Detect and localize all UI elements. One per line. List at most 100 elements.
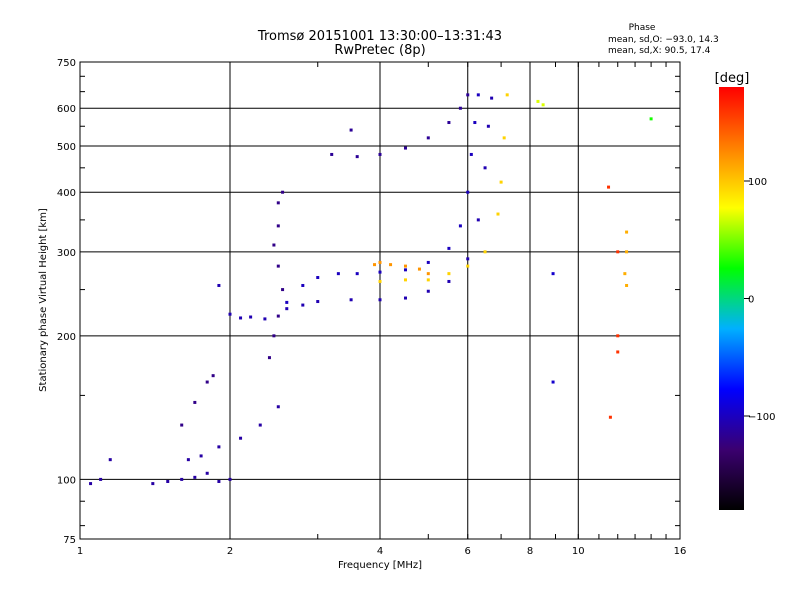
- x-axis-ticks: 1 2 4 6 8 10 16: [77, 62, 687, 557]
- data-point: [473, 121, 477, 125]
- data-point: [258, 423, 262, 427]
- data-point: [378, 152, 382, 156]
- data-point: [211, 374, 215, 378]
- y-tick-label: 750: [57, 58, 76, 69]
- data-point: [166, 479, 170, 483]
- data-point: [355, 272, 359, 276]
- y-tick-label: 75: [63, 535, 76, 546]
- data-point: [228, 477, 232, 481]
- data-point: [476, 93, 480, 97]
- data-point: [336, 272, 340, 276]
- data-point: [217, 479, 221, 483]
- data-point: [193, 400, 197, 404]
- data-point: [649, 117, 653, 121]
- data-point: [426, 289, 430, 293]
- data-point: [228, 312, 232, 316]
- data-point: [490, 96, 494, 100]
- data-point: [403, 264, 407, 268]
- data-point: [417, 267, 421, 271]
- data-point: [285, 307, 289, 311]
- data-point: [458, 106, 462, 110]
- data-point: [426, 278, 430, 282]
- data-point: [349, 128, 353, 132]
- data-point: [199, 454, 203, 458]
- data-point: [403, 146, 407, 150]
- x-tick-label: 8: [527, 546, 533, 557]
- data-point: [625, 250, 629, 254]
- data-point: [403, 268, 407, 272]
- data-point: [505, 93, 509, 97]
- colorbar: [719, 87, 744, 510]
- data-point: [551, 272, 555, 276]
- data-point: [276, 314, 280, 318]
- data-point: [426, 136, 430, 140]
- data-point: [180, 477, 184, 481]
- phase-stats-o: mean, sd,O: −93.0, 14.3: [608, 35, 719, 45]
- data-point: [447, 121, 451, 125]
- colorbar-ticks: 100 0 −100: [744, 177, 775, 423]
- y-tick-label: 600: [57, 104, 76, 115]
- data-point: [378, 279, 382, 283]
- chart-subtitle: RwPretec (8p): [334, 43, 425, 58]
- data-point: [466, 190, 470, 194]
- data-point: [541, 103, 545, 107]
- data-point: [301, 283, 305, 287]
- data-point: [499, 180, 503, 184]
- chart-title: Tromsø 20151001 13:30:00–13:31:43: [257, 29, 502, 44]
- phase-stats-x: mean, sd,X: 90.5, 17.4: [608, 46, 711, 56]
- colorbar-tick-label: −100: [748, 412, 775, 423]
- data-point: [623, 272, 627, 276]
- data-point: [276, 264, 280, 268]
- y-axis-label: Stationary phase Virtual Height [km]: [38, 208, 49, 392]
- data-point: [193, 475, 197, 479]
- data-point: [180, 423, 184, 427]
- y-tick-label: 500: [57, 142, 76, 153]
- data-point: [330, 152, 334, 156]
- data-point: [239, 436, 243, 440]
- data-point: [616, 250, 620, 254]
- data-point: [205, 471, 209, 475]
- colorbar-tick-label: 100: [748, 177, 767, 188]
- data-point: [426, 260, 430, 264]
- data-point: [403, 278, 407, 282]
- data-point: [263, 317, 267, 321]
- data-point: [483, 166, 487, 170]
- data-point: [502, 136, 506, 140]
- data-point: [281, 190, 285, 194]
- data-point: [99, 477, 103, 481]
- data-point: [272, 334, 276, 338]
- data-point: [483, 250, 487, 254]
- data-point: [239, 316, 243, 320]
- data-point: [276, 201, 280, 205]
- data-point: [89, 482, 93, 486]
- data-point: [458, 224, 462, 228]
- data-point: [607, 185, 611, 189]
- x-tick-label: 6: [465, 546, 471, 557]
- data-point: [316, 300, 320, 304]
- data-point: [355, 155, 359, 159]
- data-point: [378, 298, 382, 302]
- x-tick-label: 16: [674, 546, 687, 557]
- data-point: [217, 445, 221, 449]
- data-point: [616, 334, 620, 338]
- data-point: [249, 315, 253, 319]
- y-tick-label: 100: [57, 475, 76, 486]
- data-point: [447, 246, 451, 250]
- data-point: [378, 270, 382, 274]
- data-point: [447, 279, 451, 283]
- data-point: [625, 283, 629, 287]
- x-axis-label: Frequency [MHz]: [338, 560, 422, 571]
- grid-lines: [80, 62, 680, 539]
- data-point: [378, 260, 382, 264]
- data-point: [301, 303, 305, 307]
- data-point: [316, 276, 320, 280]
- data-point: [496, 212, 500, 216]
- scatter-points: [89, 93, 653, 486]
- data-point: [272, 243, 276, 247]
- data-point: [276, 405, 280, 409]
- data-point: [486, 124, 490, 128]
- data-point: [217, 283, 221, 287]
- data-point: [469, 152, 473, 156]
- x-tick-label: 1: [77, 546, 83, 557]
